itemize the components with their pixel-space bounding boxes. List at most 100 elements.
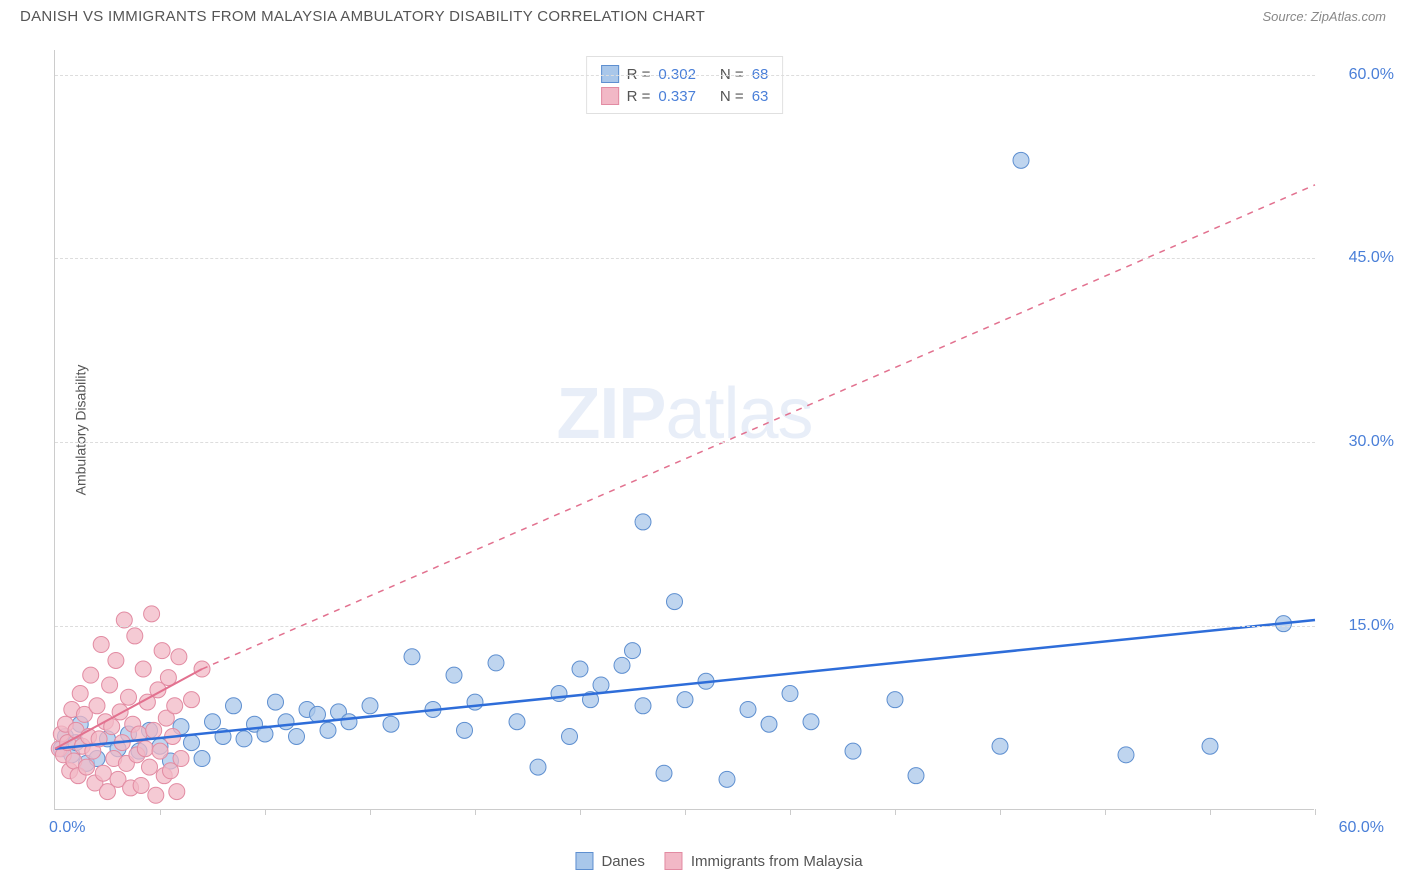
stat-label-n: N =	[720, 88, 744, 105]
scatter-point	[121, 689, 137, 705]
gridline-h	[55, 75, 1315, 76]
scatter-point	[467, 694, 483, 710]
scatter-point	[625, 643, 641, 659]
scatter-point	[205, 714, 221, 730]
series-legend-item: Immigrants from Malaysia	[665, 852, 863, 870]
scatter-point	[102, 677, 118, 693]
scatter-point	[72, 686, 88, 702]
scatter-point	[593, 677, 609, 693]
stat-label-r: R =	[627, 88, 651, 105]
scatter-point	[278, 714, 294, 730]
x-tick-mark	[895, 809, 896, 815]
x-tick-mark	[1105, 809, 1106, 815]
scatter-point	[509, 714, 525, 730]
chart-title: DANISH VS IMMIGRANTS FROM MALAYSIA AMBUL…	[20, 8, 705, 25]
scatter-point	[782, 686, 798, 702]
x-tick-mark	[1210, 809, 1211, 815]
y-tick-label: 45.0%	[1349, 249, 1394, 267]
scatter-point	[383, 716, 399, 732]
scatter-point	[887, 692, 903, 708]
scatter-point	[184, 692, 200, 708]
scatter-point	[404, 649, 420, 665]
scatter-point	[169, 784, 185, 800]
scatter-point	[289, 728, 305, 744]
scatter-point	[341, 714, 357, 730]
x-tick-mark	[790, 809, 791, 815]
scatter-point	[719, 771, 735, 787]
scatter-point	[142, 759, 158, 775]
scatter-point	[95, 765, 111, 781]
scatter-point	[908, 768, 924, 784]
scatter-point	[226, 698, 242, 714]
scatter-point	[83, 667, 99, 683]
gridline-h	[55, 258, 1315, 259]
x-end-label: 60.0%	[1339, 819, 1384, 837]
trend-line-danes	[55, 620, 1315, 749]
scatter-point	[137, 741, 153, 757]
scatter-point	[146, 722, 162, 738]
scatter-point	[93, 637, 109, 653]
scatter-point	[268, 694, 284, 710]
scatter-point	[167, 698, 183, 714]
x-origin-label: 0.0%	[49, 819, 85, 837]
x-tick-mark	[160, 809, 161, 815]
y-tick-label: 30.0%	[1349, 433, 1394, 451]
stats-legend: R =0.302 N =68 R =0.337 N =63	[586, 56, 784, 114]
scatter-point	[154, 643, 170, 659]
scatter-point	[635, 514, 651, 530]
scatter-point	[135, 661, 151, 677]
x-tick-mark	[265, 809, 266, 815]
scatter-point	[79, 759, 95, 775]
chart-header: DANISH VS IMMIGRANTS FROM MALAYSIA AMBUL…	[0, 0, 1406, 37]
scatter-point	[992, 738, 1008, 754]
scatter-point	[1013, 152, 1029, 168]
plot-svg	[55, 50, 1315, 810]
scatter-point	[803, 714, 819, 730]
scatter-point	[148, 787, 164, 803]
scatter-point	[740, 701, 756, 717]
x-tick-mark	[1315, 809, 1316, 815]
gridline-h	[55, 626, 1315, 627]
chart-source: Source: ZipAtlas.com	[1262, 9, 1386, 24]
scatter-point	[1202, 738, 1218, 754]
gridline-h	[55, 442, 1315, 443]
stats-legend-row: R =0.337 N =63	[601, 85, 769, 107]
series-legend-label: Immigrants from Malaysia	[691, 853, 863, 870]
scatter-point	[133, 777, 149, 793]
scatter-point	[171, 649, 187, 665]
chart-container: ZIPatlas Ambulatory Disability 0.0% 60.0…	[54, 50, 1384, 840]
scatter-point	[310, 706, 326, 722]
scatter-point	[667, 594, 683, 610]
x-tick-mark	[1000, 809, 1001, 815]
y-tick-label: 60.0%	[1349, 66, 1394, 84]
x-tick-mark	[370, 809, 371, 815]
scatter-point	[184, 735, 200, 751]
scatter-point	[614, 657, 630, 673]
scatter-point	[236, 731, 252, 747]
scatter-point	[572, 661, 588, 677]
scatter-point	[488, 655, 504, 671]
legend-swatch-icon	[665, 852, 683, 870]
y-tick-label: 15.0%	[1349, 617, 1394, 635]
scatter-point	[562, 728, 578, 744]
series-legend-label: Danes	[601, 853, 644, 870]
scatter-point	[1118, 747, 1134, 763]
series-legend: Danes Immigrants from Malaysia	[575, 852, 862, 870]
x-tick-mark	[580, 809, 581, 815]
scatter-point	[551, 686, 567, 702]
scatter-point	[89, 698, 105, 714]
plot-area: ZIPatlas Ambulatory Disability 0.0% 60.0…	[54, 50, 1314, 810]
scatter-point	[144, 606, 160, 622]
scatter-point	[446, 667, 462, 683]
scatter-point	[761, 716, 777, 732]
x-tick-mark	[475, 809, 476, 815]
x-tick-mark	[685, 809, 686, 815]
scatter-point	[362, 698, 378, 714]
series-legend-item: Danes	[575, 852, 644, 870]
scatter-point	[677, 692, 693, 708]
legend-swatch-icon	[575, 852, 593, 870]
scatter-point	[320, 722, 336, 738]
legend-swatch-icon	[601, 87, 619, 105]
scatter-point	[656, 765, 672, 781]
stat-value-n: 63	[752, 88, 769, 105]
